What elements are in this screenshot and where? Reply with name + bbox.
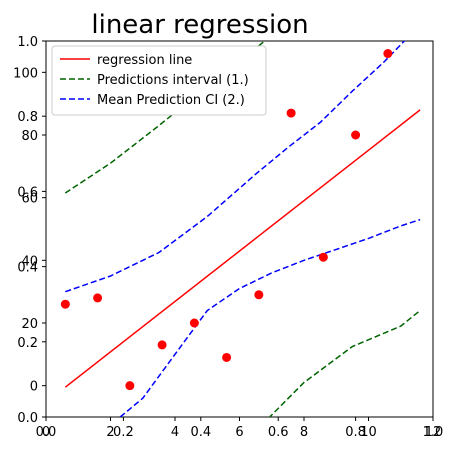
series-layer — [64, 41, 421, 417]
regression-line — [64, 109, 421, 388]
prediction-interval-lower — [268, 309, 421, 417]
x-tick-label: 8 — [300, 425, 308, 440]
y-tick-label: 20 — [21, 317, 38, 332]
data-point — [157, 340, 167, 350]
legend: regression line Predictions interval (1.… — [51, 45, 267, 116]
x-tick-label: 0 — [42, 425, 50, 440]
data-point — [318, 252, 328, 262]
data-point — [254, 290, 264, 300]
overlay-y-ticks: 0.0 0.2 0.4 0.6 0.8 1.0 — [17, 35, 46, 426]
overlay-y-tick-label: 0.6 — [17, 185, 38, 200]
overlay-x-tick-label: 0.4 — [190, 425, 211, 440]
y-tick-label: 100 — [13, 66, 38, 81]
overlay-x-tick-label: 0.6 — [268, 425, 289, 440]
data-point — [93, 293, 103, 303]
mean-ci-upper — [65, 41, 406, 293]
overlay-y-tick-label: 0.0 — [17, 411, 38, 426]
x-tick-label: 10 — [360, 425, 377, 440]
overlay-y-tick-label: 0.4 — [17, 261, 38, 276]
data-point — [351, 130, 361, 140]
overlay-x-tick-label: 0.2 — [113, 425, 134, 440]
y-tick-label: 40 — [21, 254, 38, 269]
overlay-y-tick-label: 0.8 — [17, 110, 38, 125]
overlay-x-ticks: 0.0 0.2 0.4 0.6 0.8 1.0 — [36, 417, 444, 440]
data-point — [125, 381, 135, 391]
legend-label-mean-ci: Mean Prediction CI (2.) — [97, 93, 245, 108]
y-tick-label: 80 — [21, 129, 38, 144]
chart-title: linear regression — [91, 10, 308, 40]
y-tick-label: 0 — [30, 380, 38, 395]
y-tick-label: 60 — [21, 192, 38, 207]
y-axis-ticks: 0 20 40 60 80 100 — [13, 66, 46, 395]
data-point — [60, 299, 70, 309]
legend-label-prediction-interval: Predictions interval (1.) — [97, 73, 249, 88]
overlay-y-tick-label: 1.0 — [17, 35, 38, 50]
x-tick-label: 4 — [171, 425, 179, 440]
x-tick-label: 2 — [106, 425, 114, 440]
data-point — [383, 49, 393, 59]
x-tick-label: 12 — [425, 425, 442, 440]
overlay-x-tick-label: 0.8 — [345, 425, 366, 440]
legend-box — [51, 45, 267, 116]
data-point — [286, 108, 296, 118]
x-axis-ticks: 0 2 4 6 8 10 12 — [42, 417, 441, 440]
x-tick-label: 6 — [235, 425, 243, 440]
legend-label-regression: regression line — [97, 53, 192, 68]
overlay-y-tick-label: 0.2 — [17, 336, 38, 351]
points-layer — [60, 49, 393, 391]
mean-ci-lower — [119, 218, 421, 417]
data-point — [222, 352, 232, 362]
overlay-x-tick-label: 1.0 — [423, 425, 444, 440]
overlay-x-tick-label: 0.0 — [36, 425, 57, 440]
data-point — [189, 318, 199, 328]
